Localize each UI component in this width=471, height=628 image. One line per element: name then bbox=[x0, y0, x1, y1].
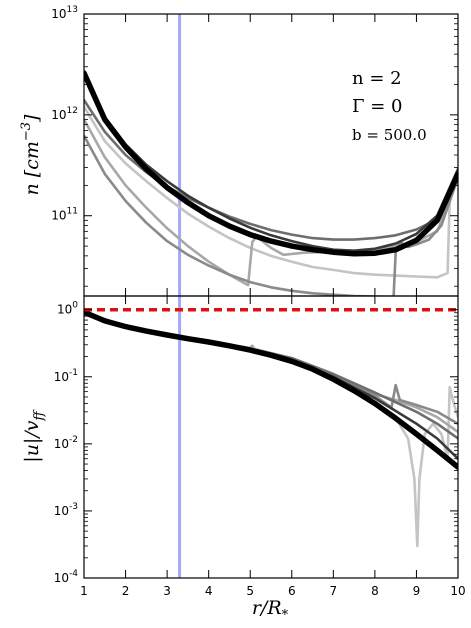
xtick-label-8: 8 bbox=[371, 584, 379, 598]
svg-text:n [cm−3]: n [cm−3] bbox=[19, 114, 43, 196]
annotation-n: n = 2 bbox=[352, 68, 402, 89]
annotation-b: b = 500.0 bbox=[352, 126, 427, 144]
density-series-line-5 bbox=[84, 73, 458, 252]
xtick-label-10: 10 bbox=[450, 584, 465, 598]
density-series-line-3 bbox=[84, 134, 458, 296]
xtick-label-7: 7 bbox=[330, 584, 338, 598]
xtick-label-6: 6 bbox=[288, 584, 296, 598]
velocity-panel-frame bbox=[83, 295, 459, 579]
svg-text:|u|/vff: |u|/vff bbox=[21, 409, 47, 463]
xtick-label-9: 9 bbox=[413, 584, 421, 598]
velocity-series-line-6 bbox=[84, 309, 458, 470]
velocity-panel: 10-4 10-3 10-2 10-1 100 1 2 3 4 5 6 7 8 9 10 |u|/vff r… bbox=[21, 295, 466, 623]
density-series-line-2 bbox=[84, 118, 458, 287]
velocity-ytick-label-4: 100 bbox=[57, 301, 78, 317]
velocity-ytick-label-3: 10-1 bbox=[54, 368, 78, 384]
density-panel-frame bbox=[83, 13, 459, 297]
annotation-gamma: Γ = 0 bbox=[352, 96, 402, 117]
density-series-line-6 bbox=[84, 70, 458, 257]
density-panel: 1011 1012 1013 n = 2 Γ = 0 b = 500.0 n [cm… bbox=[19, 5, 459, 297]
velocity-series-line-5 bbox=[84, 310, 458, 460]
svg-text:r/R*: r/R* bbox=[252, 597, 289, 623]
velocity-ytick-label-0: 10-4 bbox=[54, 569, 79, 585]
density-series-line-1 bbox=[84, 105, 458, 279]
density-ytick-label-1: 1012 bbox=[51, 106, 78, 122]
velocity-ytick-label-1: 10-3 bbox=[54, 502, 78, 518]
velocity-ytick-label-2: 10-2 bbox=[54, 435, 78, 451]
velocity-series-line-1 bbox=[84, 310, 458, 548]
density-axis-label: n [cm−3] bbox=[19, 114, 43, 196]
radius-axis-label: r/R* bbox=[252, 597, 289, 623]
xtick-label-1: 1 bbox=[80, 584, 88, 598]
xtick-label-4: 4 bbox=[205, 584, 213, 598]
xtick-label-5: 5 bbox=[246, 584, 254, 598]
density-ytick-label-2: 1013 bbox=[51, 5, 78, 21]
xtick-label-3: 3 bbox=[163, 584, 171, 598]
velocity-axis-label: |u|/vff bbox=[21, 409, 47, 463]
xtick-label-2: 2 bbox=[122, 584, 130, 598]
density-series-line-4 bbox=[84, 98, 458, 241]
density-ytick-label-0: 1011 bbox=[51, 207, 78, 223]
